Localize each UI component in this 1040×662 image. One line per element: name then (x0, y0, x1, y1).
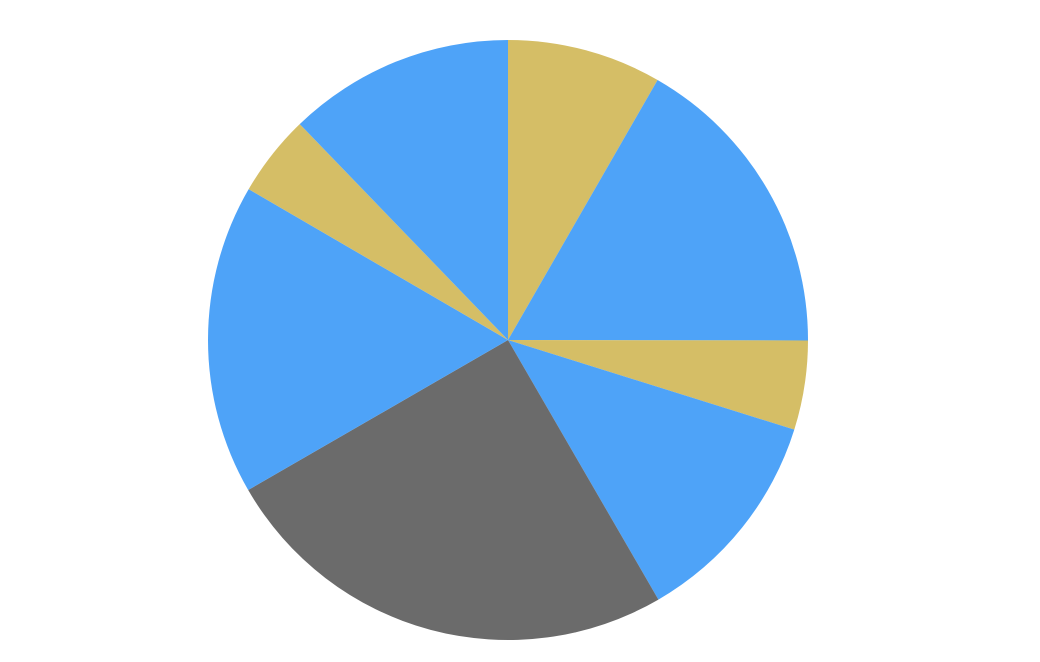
pie-slice (208, 189, 508, 490)
pie-slice (248, 124, 508, 340)
pie-slice (508, 79, 808, 341)
pie-slice (508, 40, 658, 340)
pie-slice (508, 340, 795, 600)
pie-slice (248, 340, 659, 641)
pie-slice (508, 340, 808, 430)
pie-slice (299, 40, 508, 340)
